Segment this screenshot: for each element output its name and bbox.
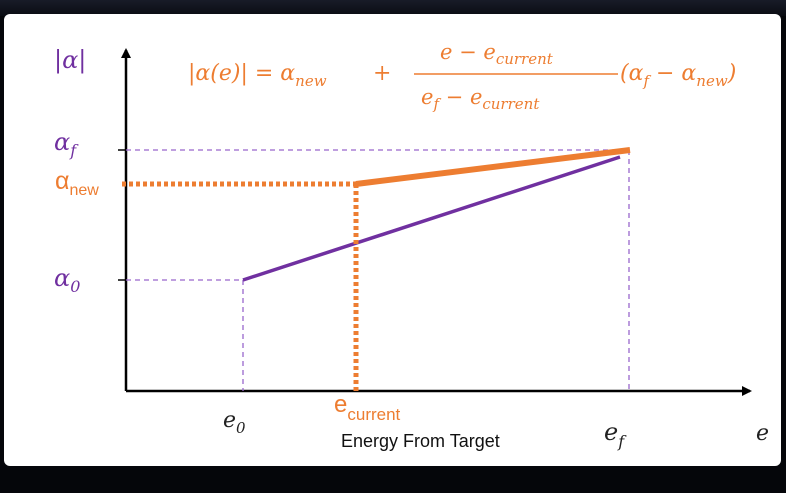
formula-denominator-sub: current — [482, 95, 540, 113]
formula-numerator-sub: current — [496, 50, 554, 68]
svg-text:|α(e)| = αnew: |α(e)| = αnew — [188, 61, 327, 90]
tick-marks — [118, 149, 126, 281]
formula-lhs-sub: new — [295, 72, 327, 90]
formula: |α(e)| = αnew + e − ecurrent ef − ecurre… — [188, 40, 736, 113]
slide-title-strip — [0, 0, 786, 16]
svg-text:(αf − αnew): (αf − αnew) — [620, 61, 736, 90]
formula-plus: + — [373, 61, 391, 86]
tick-label-alpha-f: αf — [54, 128, 79, 160]
formula-denominator-minus: − e — [439, 85, 482, 109]
formula-numerator: e − e — [440, 40, 496, 64]
alpha-energy-diagram: |α| |α(e)| = αnew + e − ecurrent ef − ec… — [54, 40, 769, 451]
alpha-new-guides — [122, 181, 359, 391]
formula-rhs-close: ) — [727, 61, 737, 86]
formula-rhs: (α — [620, 61, 644, 86]
formula-denominator: e — [421, 85, 433, 109]
diagram-panel: |α| |α(e)| = αnew + e − ecurrent ef − ec… — [4, 14, 781, 466]
formula-rhs-mid: − α — [649, 61, 696, 86]
y-axis-label: |α| — [54, 46, 86, 75]
guide-lines — [126, 149, 630, 391]
formula-denominator-sub-f: f — [432, 95, 441, 113]
x-axis-label: e — [756, 421, 769, 446]
updated-alpha-line — [355, 147, 631, 187]
formula-rhs-sub-f: f — [642, 72, 651, 90]
tick-label-alpha-new: αnew — [55, 167, 99, 199]
svg-text:ef − ecurrent: ef − ecurrent — [421, 85, 540, 113]
tick-label-ef: ef — [604, 418, 627, 451]
svg-text:e − ecurrent: e − ecurrent — [440, 40, 554, 68]
formula-rhs-sub: new — [696, 72, 728, 90]
x-axis-caption: Energy From Target — [341, 431, 500, 451]
original-alpha-line — [242, 155, 621, 282]
tick-label-alpha-0: α0 — [54, 264, 80, 296]
tick-label-e0: e0 — [223, 408, 246, 437]
tick-label-ecurrent: ecurrent — [334, 391, 401, 424]
formula-lhs: |α(e)| = α — [188, 61, 295, 86]
